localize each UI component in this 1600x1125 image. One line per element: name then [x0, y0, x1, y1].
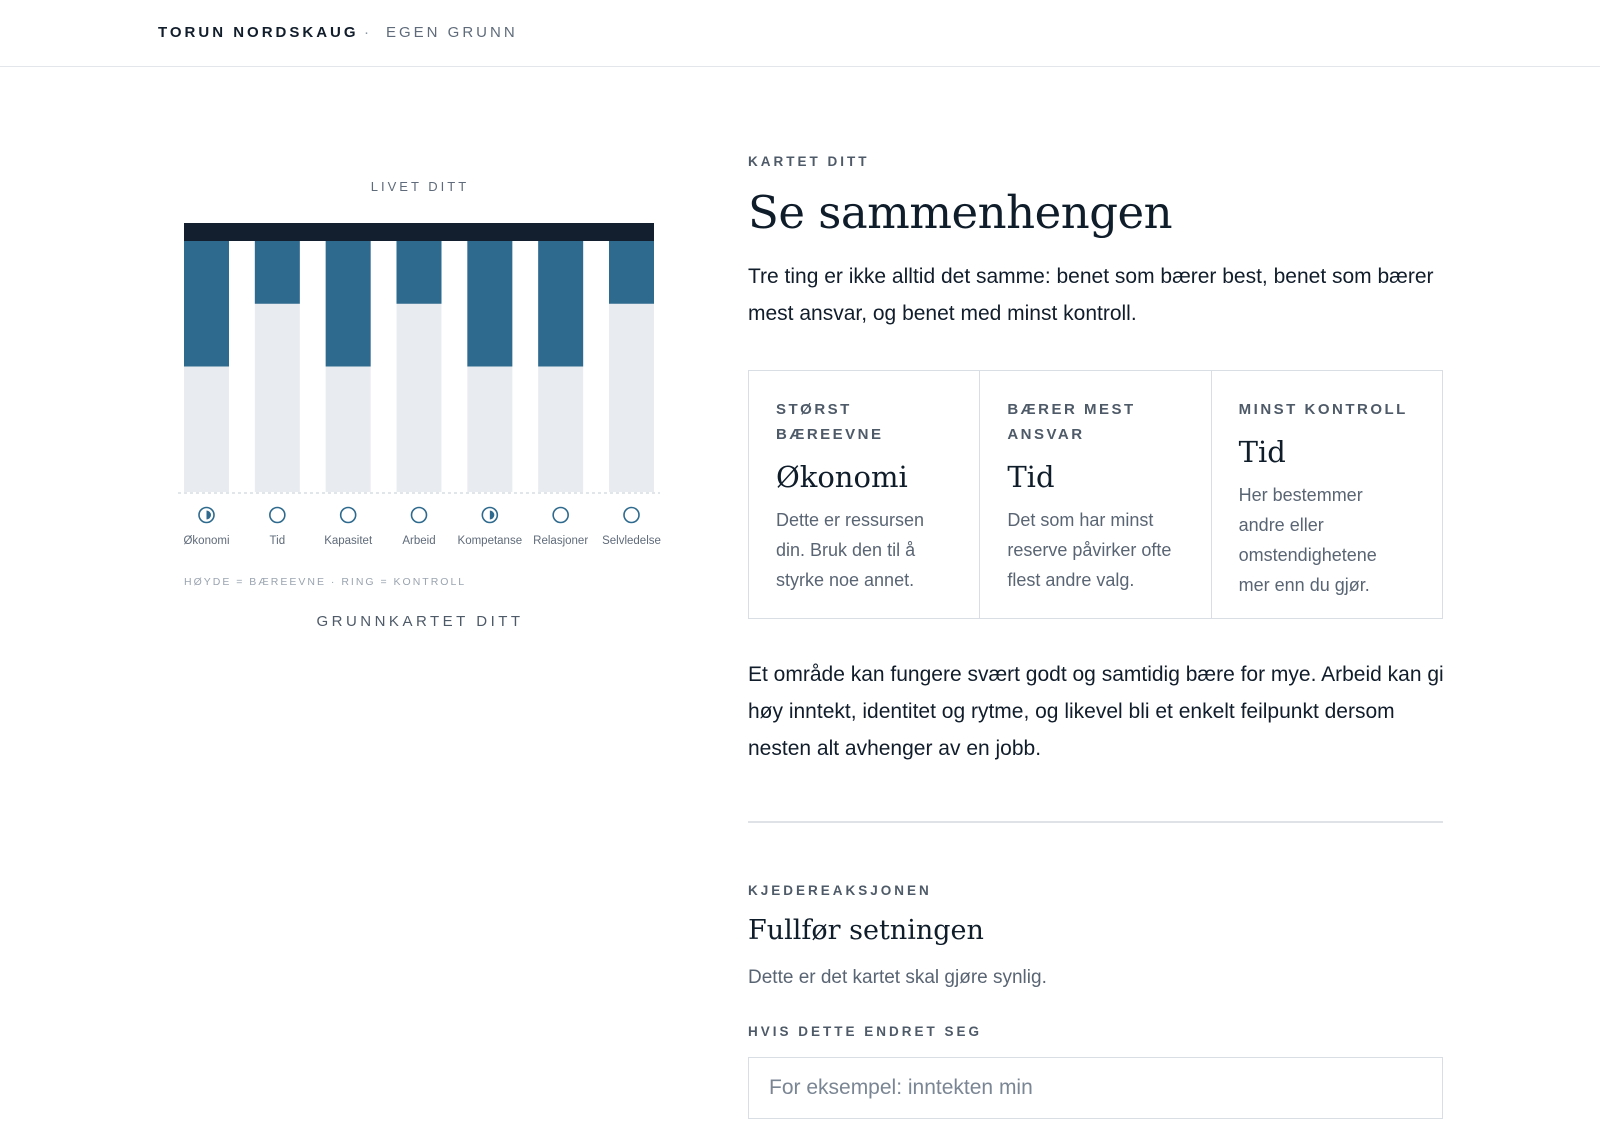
page-title: Se sammenhengen	[748, 186, 1173, 239]
bar-3	[396, 241, 442, 304]
bar-0	[184, 241, 229, 367]
top-bar: TORUN NORDSKAUG · EGEN GRUNN	[0, 0, 1600, 67]
chain-subtitle: Dette er det kartet skal gjøre synlig.	[748, 967, 1047, 988]
bar-1	[254, 241, 300, 304]
card-text: Dette er ressursen din. Bruk den til å s…	[776, 510, 925, 590]
control-ring-1	[269, 506, 286, 524]
field-label: HVIS DETTE ENDRET SEG	[748, 1024, 983, 1039]
chart-top-cap	[184, 223, 654, 241]
change-input[interactable]	[748, 1057, 1443, 1119]
card-title: Økonomi	[776, 460, 908, 494]
tick-label-6: Selvledelse	[602, 535, 661, 547]
control-ring-6	[623, 506, 640, 524]
card-label: BÆRER MEST ANSVAR	[1007, 401, 1136, 443]
card-text: Det som har minst reserve påvirker ofte …	[1007, 510, 1172, 590]
tick-label-0: Økonomi	[183, 535, 229, 547]
bar-6	[609, 241, 654, 304]
tick-label-1: Tid	[270, 535, 286, 547]
card-title: Tid	[1238, 435, 1286, 469]
bar-5	[538, 241, 584, 367]
chart-legend: HØYDE = BÆREEVNE · RING = KONTROLL	[184, 576, 466, 588]
section-eyebrow: KARTET DITT	[748, 154, 870, 169]
control-half-fill-0	[206, 510, 211, 520]
tick-label-5: Relasjoner	[533, 535, 588, 547]
chart-caption: GRUNNKARTET DITT	[316, 613, 524, 630]
explanation-paragraph: Et område kan fungere svært godt og samt…	[748, 663, 1444, 760]
tick-label-4: Kompetanse	[458, 535, 523, 547]
control-ring-3	[410, 506, 428, 524]
chart-svg: LIVET DITT Økonomi Tid Kapasitet Arbeid Kompe…	[178, 179, 661, 588]
brand-name[interactable]: TORUN NORDSKAUG	[158, 24, 359, 41]
card-title: Tid	[1007, 460, 1055, 494]
control-ring-2	[339, 506, 357, 524]
control-half-fill-4	[489, 510, 495, 520]
card-label: STØRST BÆREEVNE	[776, 401, 884, 443]
life-chart: LIVET DITT Økonomi Tid Kapasitet Arbeid Kompe…	[150, 170, 690, 650]
card-text: Her bestemmer andre eller omstendigheten…	[1238, 485, 1377, 595]
bar-4	[467, 241, 513, 367]
tick-label-3: Arbeid	[402, 535, 435, 547]
card-label: MINST KONTROLL	[1238, 401, 1408, 418]
control-ring-5	[552, 506, 569, 524]
card-most-responsibility: BÆRER MEST ANSVAR Tid Det som har minst …	[980, 371, 1212, 618]
section-divider	[748, 821, 1443, 823]
bar-2	[325, 241, 371, 367]
card-strongest: STØRST BÆREEVNE Økonomi Dette er ressurs…	[749, 371, 981, 618]
tick-label-2: Kapasitet	[324, 535, 373, 547]
chart-title: LIVET DITT	[371, 179, 469, 194]
brand-separator: ·	[364, 24, 369, 41]
chain-title: Fullfør setningen	[748, 915, 984, 946]
insight-cards: STØRST BÆREEVNE Økonomi Dette er ressurs…	[748, 370, 1443, 619]
chain-eyebrow: KJEDEREAKSJONEN	[748, 883, 932, 898]
brand-subtitle: EGEN GRUNN	[386, 24, 518, 41]
card-least-control: MINST KONTROLL Tid Her bestemmer andre e…	[1212, 371, 1442, 618]
lead-text: Tre ting er ikke alltid det samme: benet…	[748, 265, 1434, 325]
